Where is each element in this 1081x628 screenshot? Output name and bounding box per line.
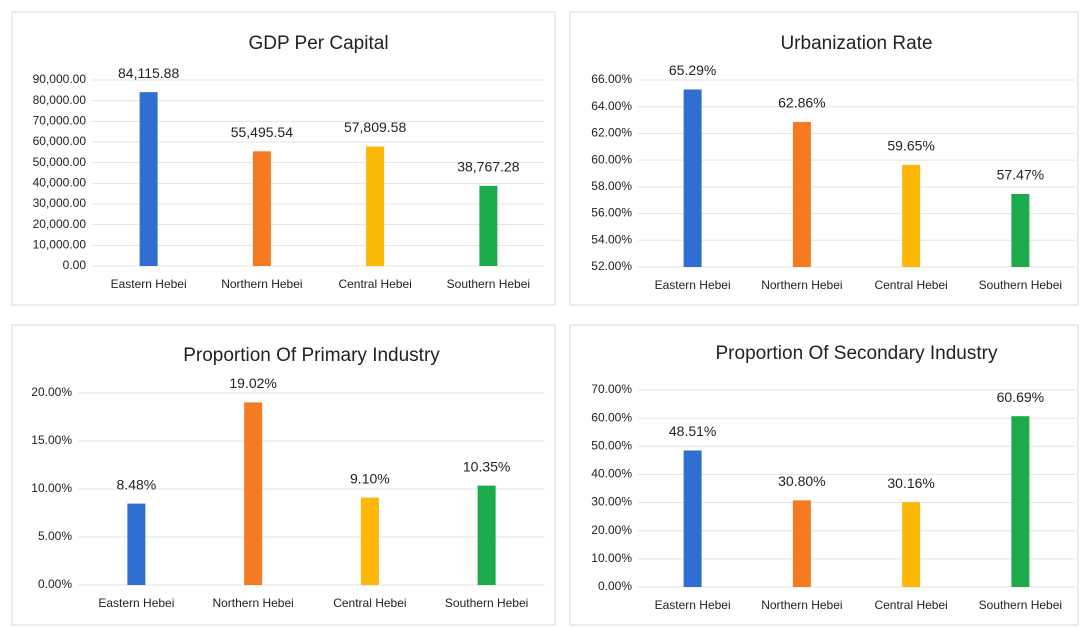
value-label: 84,115.88	[118, 65, 179, 81]
bar	[477, 485, 496, 585]
x-tick-label: Southern Hebei	[979, 598, 1062, 612]
chart-title: Proportion Of Primary Industry	[183, 345, 440, 366]
y-tick-label: 60,000.00	[33, 134, 87, 148]
x-tick-label: Southern Hebei	[445, 596, 528, 610]
x-tick-label: Eastern Hebei	[111, 277, 187, 291]
x-tick-label: Southern Hebei	[447, 277, 530, 291]
y-tick-label: 64.00%	[591, 99, 632, 113]
bar	[792, 121, 811, 267]
chart-title: GDP Per Capital	[248, 33, 388, 54]
value-label: 30.16%	[887, 475, 934, 491]
bar	[244, 402, 263, 585]
bar	[902, 164, 921, 267]
bar	[1011, 193, 1030, 267]
x-tick-label: Central Hebei	[333, 596, 406, 610]
y-tick-label: 60.00%	[591, 152, 632, 166]
bar	[252, 151, 271, 266]
y-tick-label: 60.00%	[591, 410, 632, 424]
bar	[139, 92, 158, 266]
x-tick-label: Central Hebei	[874, 598, 947, 612]
panel-border	[11, 11, 556, 306]
y-tick-label: 15.00%	[31, 433, 72, 447]
bar	[1011, 416, 1030, 587]
y-tick-label: 10.00%	[31, 481, 72, 495]
value-label: 65.29%	[669, 62, 716, 78]
y-tick-label: 0.00%	[38, 577, 72, 591]
value-label: 10.35%	[463, 458, 510, 474]
x-tick-label: Northern Hebei	[761, 278, 842, 292]
bar	[127, 503, 146, 585]
x-tick-label: Northern Hebei	[212, 596, 293, 610]
bar	[360, 497, 379, 585]
x-tick-label: Northern Hebei	[761, 598, 842, 612]
y-tick-label: 0.00	[63, 258, 87, 272]
value-label: 19.02%	[229, 375, 276, 391]
y-tick-label: 10,000.00	[33, 238, 87, 252]
y-tick-label: 56.00%	[591, 206, 632, 220]
y-tick-label: 70.00%	[591, 382, 632, 396]
panel-border	[11, 324, 556, 626]
y-tick-label: 40,000.00	[33, 176, 87, 190]
y-tick-label: 62.00%	[591, 126, 632, 140]
y-tick-label: 54.00%	[591, 232, 632, 246]
y-tick-label: 50,000.00	[33, 155, 87, 169]
value-label: 60.69%	[997, 389, 1044, 405]
chart-panel: Proportion Of Primary Industry 0.00% 5.00%…	[11, 324, 556, 626]
y-tick-label: 0.00%	[598, 579, 632, 593]
value-label: 8.48%	[117, 476, 157, 492]
chart-panel: Urbanization Rate 52.00% 54.00% 56.00% 58.00…	[569, 11, 1079, 306]
chart-panel: Proportion Of Secondary Industry 0.00% 10.…	[569, 324, 1079, 626]
value-label: 57.47%	[997, 167, 1044, 183]
y-tick-label: 52.00%	[591, 259, 632, 273]
y-tick-label: 5.00%	[38, 529, 72, 543]
bar	[683, 450, 702, 587]
value-label: 48.51%	[669, 423, 716, 439]
bar	[479, 185, 498, 266]
bar	[366, 146, 385, 266]
y-tick-label: 10.00%	[591, 551, 632, 565]
panel-border	[569, 11, 1079, 306]
value-label: 62.86%	[778, 95, 825, 111]
value-label: 55,495.54	[231, 124, 293, 140]
y-tick-label: 58.00%	[591, 179, 632, 193]
x-tick-label: Northern Hebei	[221, 277, 302, 291]
value-label: 9.10%	[350, 470, 390, 486]
value-label: 38,767.28	[457, 159, 519, 175]
x-tick-label: Eastern Hebei	[98, 596, 174, 610]
chart-panel: GDP Per Capital 0.00 10,000.00 20,000.00 30,…	[11, 11, 556, 306]
panel-border	[569, 324, 1079, 626]
chart-title: Urbanization Rate	[780, 33, 932, 54]
y-tick-label: 20,000.00	[33, 217, 87, 231]
value-label: 57,809.58	[344, 119, 406, 135]
bar	[902, 502, 921, 587]
y-tick-label: 80,000.00	[33, 93, 87, 107]
y-tick-label: 20.00%	[31, 385, 72, 399]
x-tick-label: Southern Hebei	[979, 278, 1062, 292]
value-label: 59.65%	[887, 138, 934, 154]
y-tick-label: 66.00%	[591, 72, 632, 86]
y-tick-label: 30.00%	[591, 495, 632, 509]
x-tick-label: Eastern Hebei	[655, 598, 731, 612]
x-tick-label: Central Hebei	[874, 278, 947, 292]
y-tick-label: 70,000.00	[33, 114, 87, 128]
y-tick-label: 20.00%	[591, 523, 632, 537]
y-tick-label: 90,000.00	[33, 72, 87, 86]
bar	[683, 89, 702, 267]
x-tick-label: Central Hebei	[338, 277, 411, 291]
y-tick-label: 40.00%	[591, 467, 632, 481]
y-tick-label: 30,000.00	[33, 196, 87, 210]
chart-title: Proportion Of Secondary Industry	[716, 343, 998, 364]
y-tick-label: 50.00%	[591, 438, 632, 452]
bar	[792, 500, 811, 587]
x-tick-label: Eastern Hebei	[655, 278, 731, 292]
value-label: 30.80%	[778, 473, 825, 489]
